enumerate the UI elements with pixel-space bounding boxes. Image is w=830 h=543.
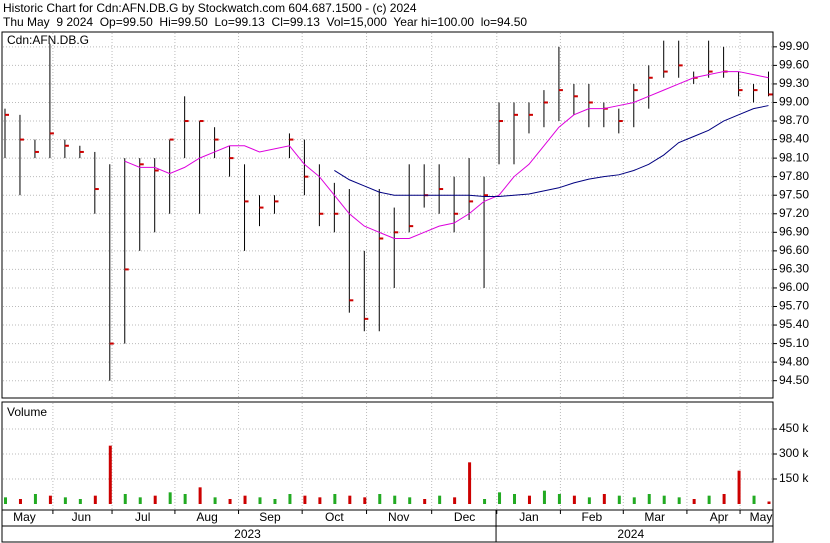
moving-average [124, 71, 769, 239]
volume-bar [483, 499, 487, 504]
volume-panel [1, 401, 774, 511]
y-tick-label: 450 k [779, 421, 809, 435]
volume-bar [513, 494, 517, 504]
price-panel [1, 31, 774, 399]
volume-bar [662, 495, 666, 504]
y-tick-label: 95.70 [779, 299, 809, 313]
volume-bar [617, 495, 621, 504]
volume-bar [78, 499, 82, 504]
y-tick-label: 99.60 [779, 58, 809, 72]
y-tick-label: 300 k [779, 446, 809, 460]
moving-average [334, 105, 769, 197]
volume-bar [498, 492, 502, 504]
volume-bar [303, 495, 307, 504]
y-tick-label: 96.30 [779, 262, 809, 276]
volume-bar [632, 497, 636, 504]
volume-bar [153, 495, 157, 504]
x-tick-label: Oct [325, 510, 344, 524]
volume-bar [527, 495, 531, 504]
volume-bar [408, 497, 412, 504]
y-tick-label: 96.60 [779, 243, 809, 257]
volume-bar [243, 495, 247, 504]
volume-bar [108, 445, 112, 504]
volume-bar [453, 497, 457, 504]
volume-bar [393, 495, 397, 504]
volume-bar [647, 494, 651, 504]
volume-bar [258, 497, 262, 504]
chart-subtitle: Thu May 9 2024 Op=99.50 Hi=99.50 Lo=99.1… [3, 15, 527, 29]
volume-bar [93, 495, 97, 504]
y-tick-label: 97.20 [779, 206, 809, 220]
volume-bar [677, 497, 681, 504]
x-tick-label: Jan [519, 510, 538, 524]
y-tick-label: 96.90 [779, 224, 809, 238]
volume-bar [737, 470, 741, 504]
y-tick-label: 150 k [779, 471, 809, 485]
x-tick-label: May [750, 510, 773, 524]
volume-bar [423, 499, 427, 504]
y-tick-label: 95.40 [779, 317, 809, 331]
volume-bar [378, 494, 382, 504]
x-tick-label: Aug [196, 510, 217, 524]
volume-bar [557, 494, 561, 504]
volume-bar [722, 494, 726, 504]
year-label: 2024 [617, 527, 644, 541]
volume-bar [228, 499, 232, 504]
volume-bar [288, 494, 292, 504]
x-tick-label: Sep [259, 510, 281, 524]
volume-bar [318, 497, 322, 504]
volume-bar [333, 494, 337, 504]
symbol-label: Cdn:AFN.DB.G [7, 33, 89, 47]
volume-bar [18, 499, 22, 504]
y-tick-label: 97.80 [779, 169, 809, 183]
volume-bar [213, 497, 217, 504]
y-tick-label: 99.00 [779, 95, 809, 109]
y-tick-label: 98.40 [779, 132, 809, 146]
x-tick-label: Nov [388, 510, 409, 524]
volume-bar [48, 495, 52, 504]
x-tick-label: Apr [710, 510, 729, 524]
volume-bar [183, 494, 187, 504]
y-tick-label: 94.50 [779, 373, 809, 387]
volume-bar [348, 495, 352, 504]
volume-label: Volume [7, 405, 47, 419]
volume-bar [767, 501, 771, 504]
volume-bar [572, 495, 576, 504]
volume-bar [602, 494, 606, 504]
x-tick-label: Jul [135, 510, 150, 524]
volume-bar [198, 487, 202, 504]
volume-bar [707, 495, 711, 504]
volume-bar [542, 490, 546, 504]
x-tick-label: Mar [644, 510, 665, 524]
volume-bar [752, 495, 756, 504]
chart-title: Historic Chart for Cdn:AFN.DB.G by Stock… [3, 1, 417, 15]
y-tick-label: 99.90 [779, 39, 809, 53]
volume-bar [3, 497, 7, 504]
volume-bar [273, 499, 277, 504]
volume-bar [587, 497, 591, 504]
volume-bar [363, 497, 367, 504]
volume-bar [138, 497, 142, 504]
volume-bar [123, 494, 127, 504]
volume-bar [438, 495, 442, 504]
y-tick-label: 96.00 [779, 280, 809, 294]
x-tick-label: Dec [454, 510, 475, 524]
y-tick-label: 94.80 [779, 354, 809, 368]
volume-bar [33, 494, 37, 504]
x-tick-label: Feb [582, 510, 603, 524]
x-tick-label: Jun [72, 510, 91, 524]
y-tick-label: 98.10 [779, 150, 809, 164]
y-tick-label: 95.10 [779, 336, 809, 350]
volume-bar [63, 497, 67, 504]
volume-bar [168, 492, 172, 504]
y-tick-label: 97.50 [779, 187, 809, 201]
y-tick-label: 98.70 [779, 113, 809, 127]
y-tick-label: 99.30 [779, 76, 809, 90]
volume-bar [692, 499, 696, 504]
year-label: 2023 [234, 527, 261, 541]
x-tick-label: May [13, 510, 36, 524]
volume-bar [468, 462, 472, 504]
